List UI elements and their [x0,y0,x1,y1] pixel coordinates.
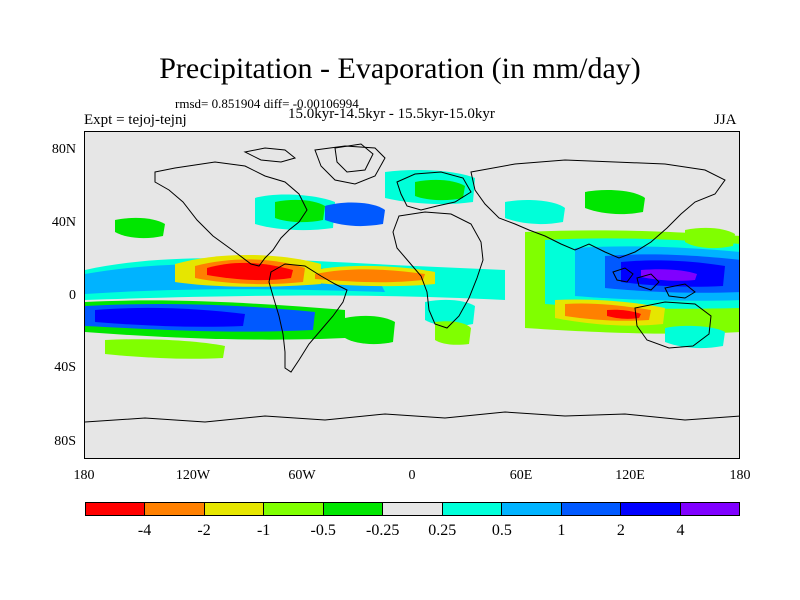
colorbar-label: -2 [197,522,211,539]
x-tick-label: 0 [408,468,416,483]
colorbar-label: 1 [557,522,566,539]
x-tick-label: 60E [509,468,533,483]
season-label: JJA [714,112,737,128]
colorbar-swatch [442,503,503,515]
y-tick-label: 40N [51,215,76,230]
x-tick-label: 60W [288,468,316,483]
colorbar-label: 0.5 [491,522,512,539]
y-tick-label: 80S [54,434,76,449]
experiment-label: Expt = tejoj-tejnj [84,112,187,128]
colorbar-swatch [204,503,265,515]
colorbar-label: -1 [256,522,271,539]
rmsd-diff-stats: rmsd= 0.851904 diff= -0.00106994 [175,96,359,111]
x-tick-label: 180 [729,468,751,483]
map-panel [84,131,740,459]
y-tick-label: 80N [51,142,76,157]
chart-title: Precipitation - Evaporation (in mm/day) [159,52,641,85]
colorbar-label: 4 [676,522,685,539]
colorbar-label: -0.5 [310,522,336,539]
colorbar-swatch [680,503,739,515]
x-tick-label: 180 [73,468,95,483]
colorbar-label: -4 [137,522,152,539]
colorbar [85,502,740,516]
x-tick-label: 120W [175,468,211,483]
anomaly-field-map [85,143,739,423]
colorbar-swatch [561,503,622,515]
colorbar-swatch [145,503,205,515]
colorbar-swatch [502,503,562,515]
y-tick-label: 40S [54,360,76,375]
colorbar-label: -0.25 [366,522,400,539]
colorbar-swatch [323,503,384,515]
colorbar-label: 0.25 [428,522,457,539]
colorbar-swatch [86,503,146,515]
colorbar-swatch [264,503,324,515]
colorbar-swatch [383,503,443,515]
colorbar-swatch [621,503,681,515]
time-periods-subtitle: 15.0kyr-14.5kyr - 15.5kyr-15.0kyr [288,106,495,122]
x-tick-label: 120E [615,468,645,483]
y-tick-label: 0 [69,288,76,303]
colorbar-label: 2 [616,522,625,539]
